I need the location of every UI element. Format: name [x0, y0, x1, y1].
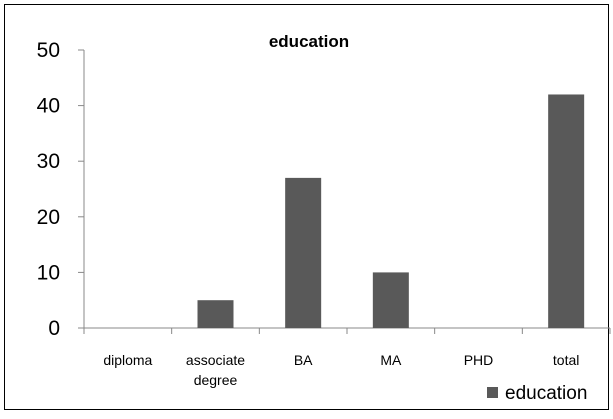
- bar: [548, 94, 585, 328]
- legend-swatch: [487, 387, 498, 398]
- y-tick-label: 0: [48, 317, 60, 340]
- x-tick-label: diploma: [103, 352, 152, 368]
- x-tick-label: PHD: [464, 352, 494, 368]
- y-tick-label: 20: [37, 206, 60, 229]
- x-axis-ticks: diploma associate degree BA MA PHD total: [83, 328, 611, 388]
- y-tick-label: 10: [37, 261, 60, 284]
- legend-label: education: [505, 383, 587, 404]
- chart-title: education: [269, 32, 349, 51]
- x-tick-label: degree: [194, 372, 238, 388]
- x-tick-label: associate: [186, 352, 245, 368]
- bars: [197, 94, 585, 328]
- bar: [372, 272, 409, 328]
- y-tick-label: 40: [37, 95, 60, 118]
- x-tick-label: MA: [380, 352, 402, 368]
- legend: education: [487, 383, 587, 404]
- x-tick-label: total: [553, 352, 579, 368]
- bar: [285, 177, 322, 328]
- y-axis-ticks: 0 10 20 30 40 50: [37, 39, 84, 340]
- x-tick-label: BA: [294, 352, 313, 368]
- bar: [197, 300, 234, 328]
- y-tick-label: 30: [37, 150, 60, 173]
- y-tick-label: 50: [37, 39, 60, 62]
